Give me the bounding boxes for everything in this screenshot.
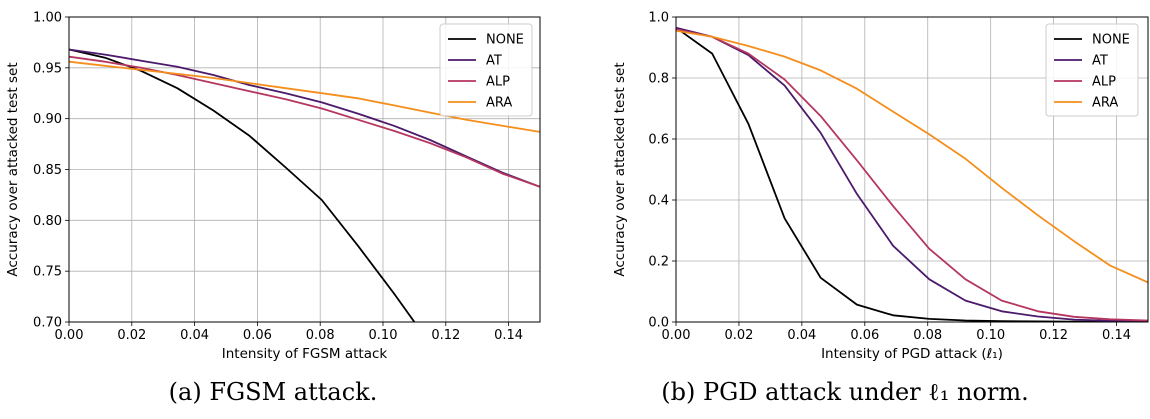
chart1-legend-label-at: AT [486,54,502,69]
chart2-x-tick-label: 0.08 [913,328,942,343]
chart1-y-tick-label: 1.00 [33,11,62,26]
chart1-legend-label-ara: ARA [486,96,512,111]
chart1-series-at [69,48,540,188]
chart2-legend-label-alp: ALP [1092,75,1116,90]
chart1-series-alp [69,55,540,188]
chart1-x-tick-label: 0.08 [306,328,335,343]
chart1-caption: (a) FGSM attack. [169,378,378,406]
chart1-axes-frame [68,16,541,323]
chart1-legend-label-none: NONE [486,33,524,48]
chart2-series-ara [676,29,1148,284]
chart2-legend-box [1045,23,1139,117]
chart2-series-alp [676,28,1148,322]
chart2-y-axis-label: Accuracy over attacked test set [612,62,628,276]
chart2-axes-frame [675,16,1149,323]
chart2-y-tick-label: 0.6 [648,133,669,148]
chart2-caption: (b) PGD attack under ℓ₁ norm. [661,378,1029,406]
chart1-series-ara [69,60,540,133]
chart1-series-none [69,48,416,322]
chart1-x-tick-label: 0.06 [243,328,272,343]
chart2-legend-label-ara: ARA [1092,96,1118,111]
chart2-legend-label-at: AT [1092,54,1108,69]
chart2-x-tick-label: 0.06 [850,328,879,343]
chart1-x-tick-label: 0.12 [431,328,460,343]
chart1-x-tick-label: 0.10 [369,328,398,343]
chart2-series-at [676,26,1148,322]
chart1-y-tick-label: 0.85 [33,163,62,178]
chart1-legend-label-alp: ALP [486,75,510,90]
chart2-x-tick-label: 0.14 [1102,328,1131,343]
chart1-x-tick-label: 0.04 [180,328,209,343]
chart2-x-tick-label: 0.12 [1039,328,1068,343]
chart2-x-axis-label: Intensity of PGD attack (ℓ₁) [821,346,1003,362]
chart1-y-tick-label: 0.75 [33,265,62,280]
chart2-x-tick-label: 0.10 [976,328,1005,343]
chart2-y-tick-label: 0.2 [648,255,669,270]
chart2-y-tick-label: 0.4 [648,194,669,209]
chart2-y-tick-label: 0.0 [648,316,669,331]
chart2-y-tick-label: 1.0 [648,11,669,26]
chart1-y-axis-label: Accuracy over attacked test set [5,62,21,276]
chart1-x-tick-label: 0.02 [117,328,146,343]
chart1-y-tick-label: 0.80 [33,214,62,229]
chart1-x-axis-label: Intensity of FGSM attack [222,346,388,362]
chart2-x-tick-label: 0.00 [662,328,691,343]
chart1-y-tick-label: 0.90 [33,112,62,127]
chart2-x-tick-label: 0.04 [787,328,816,343]
chart2-x-tick-label: 0.02 [724,328,753,343]
chart1-y-tick-label: 0.70 [33,316,62,331]
chart1-x-tick-label: 0.00 [55,328,84,343]
chart2-y-tick-label: 0.8 [648,72,669,87]
chart1-y-tick-label: 0.95 [33,61,62,76]
chart1-legend-box [439,23,533,117]
chart1-x-tick-label: 0.14 [494,328,523,343]
chart2-legend-label-none: NONE [1092,33,1130,48]
